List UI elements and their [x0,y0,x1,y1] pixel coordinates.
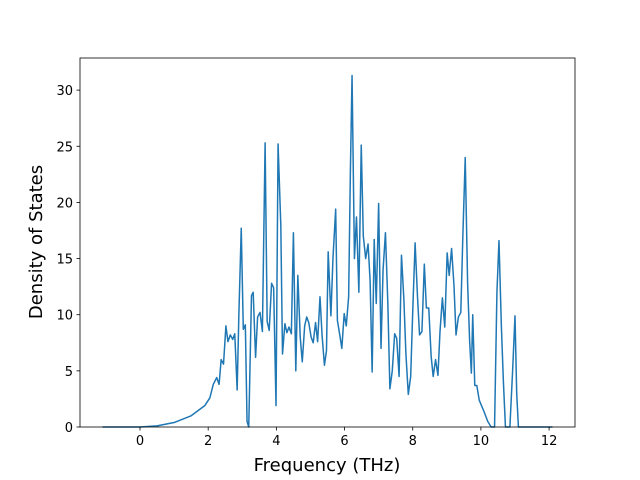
y-tick-label: 0 [65,421,73,436]
x-tick-label: 2 [204,434,212,449]
x-tick-label: 6 [340,434,348,449]
x-tick-label: 4 [272,434,280,449]
y-tick-label: 5 [65,365,73,380]
y-tick-label: 30 [56,84,73,99]
x-tick-label: 8 [409,434,417,449]
x-tick-label: 10 [473,434,490,449]
x-tick-label: 0 [136,434,144,449]
y-tick-label: 10 [56,309,73,324]
y-tick-label: 15 [56,253,73,268]
plot-frame [79,57,576,428]
data-line [102,74,553,428]
y-axis-label: Density of States [26,165,47,319]
x-tick-label: 12 [541,434,558,449]
x-axis-label: Frequency (THz) [254,455,401,476]
y-tick-label: 25 [56,140,73,155]
y-tick-label: 20 [56,196,73,211]
